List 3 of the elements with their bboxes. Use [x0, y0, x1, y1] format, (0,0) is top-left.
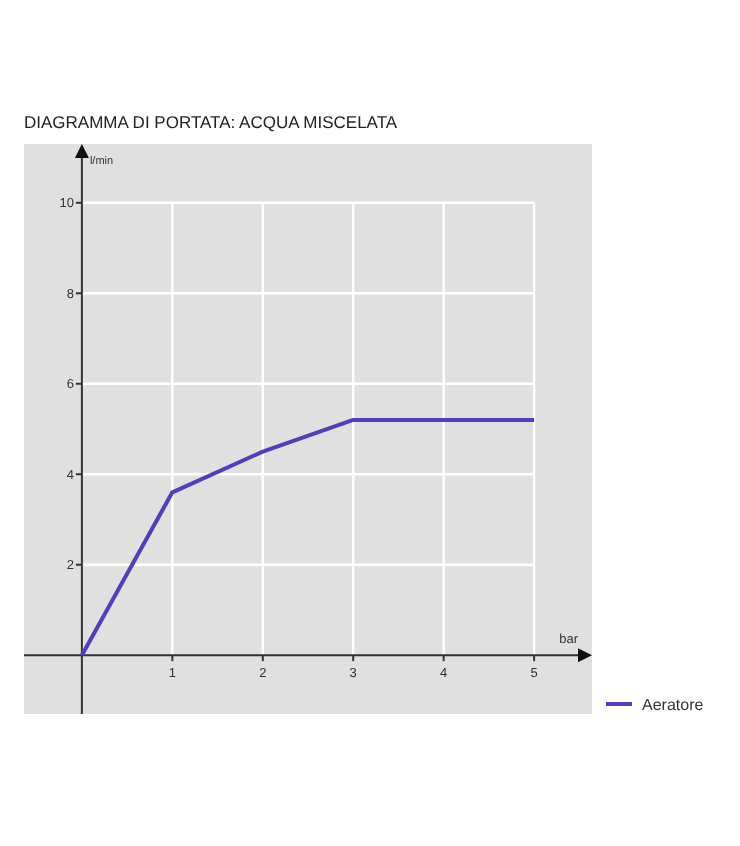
legend-label: Aeratore [642, 696, 705, 714]
chart-title: DIAGRAMMA DI PORTATA: ACQUA MISCELATA [24, 112, 398, 132]
line-series [79, 417, 537, 658]
